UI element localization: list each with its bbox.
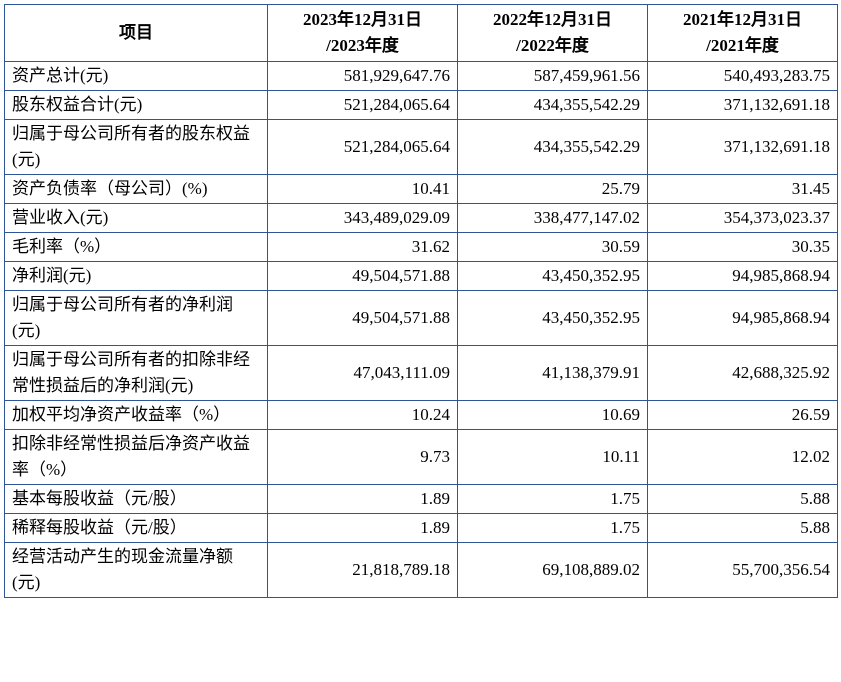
column-header-2021: 2021年12月31日 /2021年度 — [647, 4, 838, 62]
table-row: 稀释每股收益（元/股） 1.89 1.75 5.88 — [4, 513, 838, 543]
row-label: 加权平均净资产收益率（%） — [4, 400, 268, 430]
table-row: 经营活动产生的现金流量净额(元) 21,818,789.18 69,108,88… — [4, 542, 838, 598]
table-row: 基本每股收益（元/股） 1.89 1.75 5.88 — [4, 484, 838, 514]
row-label: 资产总计(元) — [4, 61, 268, 91]
value-cell: 371,132,691.18 — [647, 90, 838, 120]
financial-summary-table: 项目 2023年12月31日 /2023年度 2022年12月31日 /2022… — [4, 4, 838, 598]
row-label: 归属于母公司所有者的净利润(元) — [4, 290, 268, 346]
column-header-2023-line1: 2023年12月31日 — [303, 10, 422, 29]
value-cell: 540,493,283.75 — [647, 61, 838, 91]
column-header-2023-line2: /2023年度 — [326, 36, 399, 55]
row-label: 稀释每股收益（元/股） — [4, 513, 268, 543]
row-label: 毛利率（%） — [4, 232, 268, 262]
value-cell: 42,688,325.92 — [647, 345, 838, 401]
row-label: 归属于母公司所有者的扣除非经常性损益后的净利润(元) — [4, 345, 268, 401]
row-label: 股东权益合计(元) — [4, 90, 268, 120]
value-cell: 43,450,352.95 — [457, 290, 648, 346]
column-header-item: 项目 — [4, 4, 268, 62]
value-cell: 1.89 — [267, 513, 458, 543]
value-cell: 5.88 — [647, 484, 838, 514]
value-cell: 10.11 — [457, 429, 648, 485]
value-cell: 30.59 — [457, 232, 648, 262]
table-row: 扣除非经常性损益后净资产收益率（%） 9.73 10.11 12.02 — [4, 429, 838, 485]
column-header-2022-line1: 2022年12月31日 — [493, 10, 612, 29]
value-cell: 581,929,647.76 — [267, 61, 458, 91]
row-label: 净利润(元) — [4, 261, 268, 291]
value-cell: 1.89 — [267, 484, 458, 514]
value-cell: 9.73 — [267, 429, 458, 485]
column-header-2022-line2: /2022年度 — [516, 36, 589, 55]
row-label: 扣除非经常性损益后净资产收益率（%） — [4, 429, 268, 485]
value-cell: 10.69 — [457, 400, 648, 430]
value-cell: 343,489,029.09 — [267, 203, 458, 233]
row-label: 经营活动产生的现金流量净额(元) — [4, 542, 268, 598]
value-cell: 521,284,065.64 — [267, 119, 458, 175]
value-cell: 434,355,542.29 — [457, 119, 648, 175]
value-cell: 12.02 — [647, 429, 838, 485]
value-cell: 587,459,961.56 — [457, 61, 648, 91]
value-cell: 21,818,789.18 — [267, 542, 458, 598]
table-row: 营业收入(元) 343,489,029.09 338,477,147.02 35… — [4, 203, 838, 233]
value-cell: 10.41 — [267, 174, 458, 204]
table-row: 资产负债率（母公司）(%) 10.41 25.79 31.45 — [4, 174, 838, 204]
table-row: 资产总计(元) 581,929,647.76 587,459,961.56 54… — [4, 61, 838, 91]
value-cell: 434,355,542.29 — [457, 90, 648, 120]
table-row: 毛利率（%） 31.62 30.59 30.35 — [4, 232, 838, 262]
value-cell: 69,108,889.02 — [457, 542, 648, 598]
value-cell: 49,504,571.88 — [267, 261, 458, 291]
table-row: 归属于母公司所有者的股东权益(元) 521,284,065.64 434,355… — [4, 119, 838, 175]
value-cell: 43,450,352.95 — [457, 261, 648, 291]
value-cell: 31.62 — [267, 232, 458, 262]
row-label: 营业收入(元) — [4, 203, 268, 233]
value-cell: 41,138,379.91 — [457, 345, 648, 401]
table-row: 加权平均净资产收益率（%） 10.24 10.69 26.59 — [4, 400, 838, 430]
row-label: 资产负债率（母公司）(%) — [4, 174, 268, 204]
value-cell: 49,504,571.88 — [267, 290, 458, 346]
table-row: 股东权益合计(元) 521,284,065.64 434,355,542.29 … — [4, 90, 838, 120]
column-header-2022: 2022年12月31日 /2022年度 — [457, 4, 648, 62]
value-cell: 94,985,868.94 — [647, 261, 838, 291]
value-cell: 1.75 — [457, 484, 648, 514]
value-cell: 31.45 — [647, 174, 838, 204]
value-cell: 354,373,023.37 — [647, 203, 838, 233]
value-cell: 521,284,065.64 — [267, 90, 458, 120]
value-cell: 338,477,147.02 — [457, 203, 648, 233]
value-cell: 94,985,868.94 — [647, 290, 838, 346]
value-cell: 47,043,111.09 — [267, 345, 458, 401]
header-row: 项目 2023年12月31日 /2023年度 2022年12月31日 /2022… — [4, 4, 838, 62]
column-header-2021-line2: /2021年度 — [706, 36, 779, 55]
value-cell: 26.59 — [647, 400, 838, 430]
value-cell: 371,132,691.18 — [647, 119, 838, 175]
value-cell: 10.24 — [267, 400, 458, 430]
column-header-2021-line1: 2021年12月31日 — [683, 10, 802, 29]
table-row: 净利润(元) 49,504,571.88 43,450,352.95 94,98… — [4, 261, 838, 291]
value-cell: 25.79 — [457, 174, 648, 204]
column-header-2023: 2023年12月31日 /2023年度 — [267, 4, 458, 62]
value-cell: 55,700,356.54 — [647, 542, 838, 598]
value-cell: 1.75 — [457, 513, 648, 543]
table-row: 归属于母公司所有者的净利润(元) 49,504,571.88 43,450,35… — [4, 290, 838, 346]
value-cell: 30.35 — [647, 232, 838, 262]
row-label: 基本每股收益（元/股） — [4, 484, 268, 514]
table-row: 归属于母公司所有者的扣除非经常性损益后的净利润(元) 47,043,111.09… — [4, 345, 838, 401]
row-label: 归属于母公司所有者的股东权益(元) — [4, 119, 268, 175]
value-cell: 5.88 — [647, 513, 838, 543]
